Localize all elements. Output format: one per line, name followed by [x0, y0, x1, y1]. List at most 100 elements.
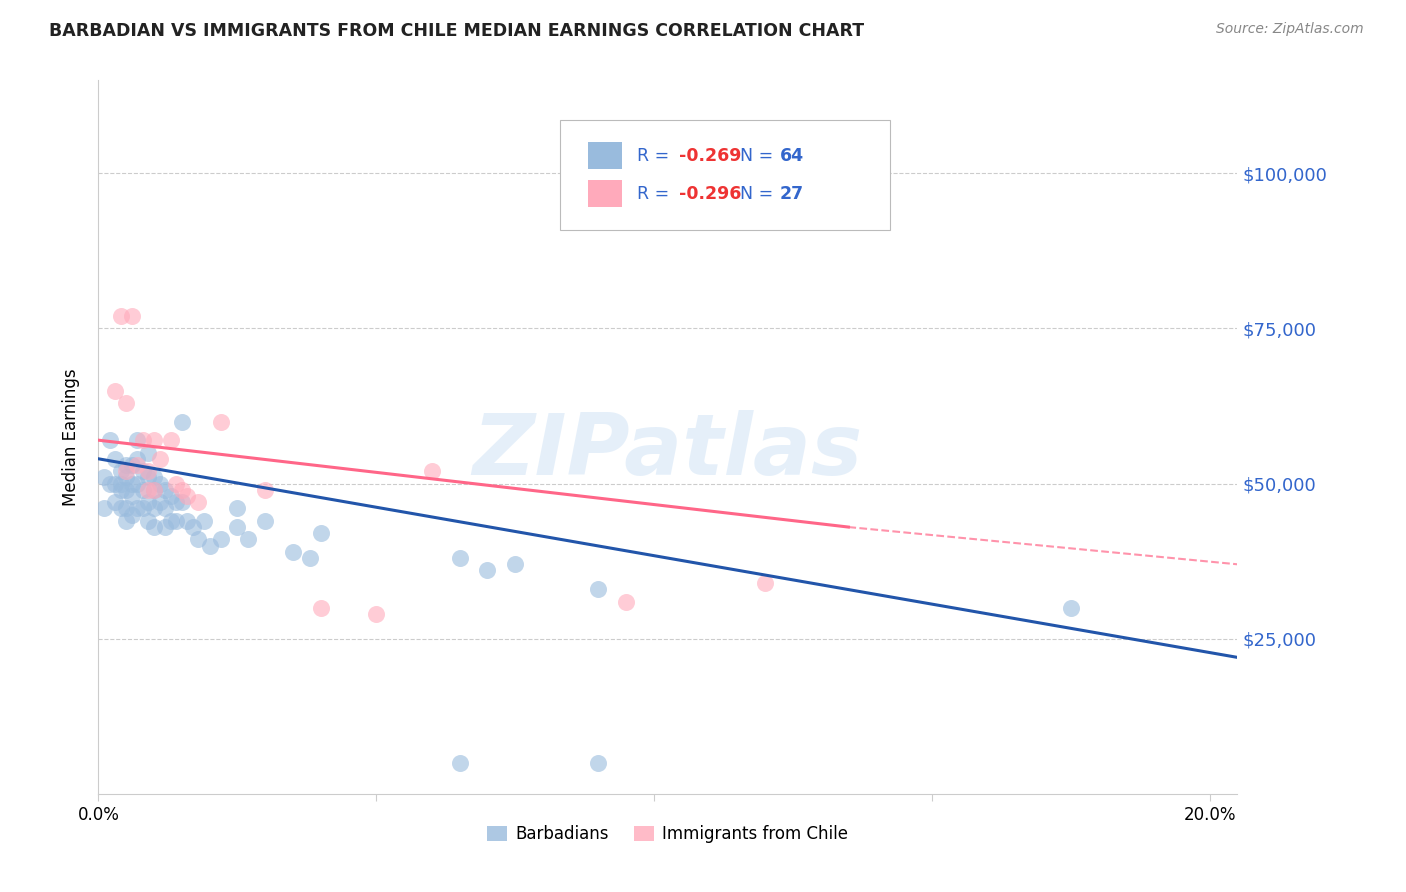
- Barbadians: [309, 526, 332, 541]
- Barbadians: [153, 501, 176, 516]
- Barbadians: [209, 533, 232, 547]
- Barbadians: [153, 520, 176, 534]
- Text: N =: N =: [740, 186, 779, 203]
- Barbadians: [170, 415, 193, 429]
- Barbadians: [298, 551, 321, 566]
- Immigrants from Chile: [143, 483, 166, 497]
- Text: R =: R =: [637, 147, 675, 165]
- Immigrants from Chile: [176, 489, 198, 503]
- Barbadians: [115, 470, 138, 484]
- Point: [588, 756, 610, 770]
- Text: -0.296: -0.296: [679, 186, 741, 203]
- Immigrants from Chile: [143, 433, 166, 447]
- Barbadians: [110, 464, 132, 478]
- Immigrants from Chile: [366, 607, 388, 621]
- Barbadians: [143, 520, 166, 534]
- Point: [449, 756, 471, 770]
- Text: -0.269: -0.269: [679, 147, 741, 165]
- Barbadians: [148, 476, 170, 491]
- Barbadians: [238, 533, 260, 547]
- Barbadians: [226, 520, 249, 534]
- Text: ZIPatlas: ZIPatlas: [472, 409, 863, 493]
- Barbadians: [503, 558, 526, 572]
- Immigrants from Chile: [170, 483, 193, 497]
- Barbadians: [132, 483, 155, 497]
- Barbadians: [159, 514, 181, 528]
- FancyBboxPatch shape: [588, 143, 623, 169]
- Barbadians: [254, 514, 277, 528]
- Barbadians: [138, 470, 160, 484]
- Barbadians: [132, 501, 155, 516]
- Barbadians: [127, 451, 149, 466]
- Barbadians: [159, 489, 181, 503]
- Immigrants from Chile: [420, 464, 443, 478]
- Barbadians: [104, 476, 127, 491]
- Barbadians: [138, 495, 160, 509]
- Immigrants from Chile: [138, 483, 160, 497]
- Barbadians: [127, 433, 149, 447]
- Barbadians: [226, 501, 249, 516]
- Immigrants from Chile: [187, 495, 209, 509]
- Text: Source: ZipAtlas.com: Source: ZipAtlas.com: [1216, 22, 1364, 37]
- Immigrants from Chile: [121, 309, 143, 323]
- Barbadians: [121, 489, 143, 503]
- Immigrants from Chile: [254, 483, 277, 497]
- Barbadians: [110, 476, 132, 491]
- Text: 27: 27: [779, 186, 804, 203]
- Y-axis label: Median Earnings: Median Earnings: [62, 368, 80, 506]
- Barbadians: [127, 476, 149, 491]
- Immigrants from Chile: [754, 575, 776, 590]
- Barbadians: [1059, 600, 1081, 615]
- Text: N =: N =: [740, 147, 779, 165]
- Immigrants from Chile: [165, 476, 187, 491]
- Barbadians: [110, 483, 132, 497]
- Barbadians: [187, 533, 209, 547]
- Barbadians: [115, 514, 138, 528]
- Barbadians: [143, 483, 166, 497]
- Legend: Barbadians, Immigrants from Chile: Barbadians, Immigrants from Chile: [481, 819, 855, 850]
- Barbadians: [153, 483, 176, 497]
- Barbadians: [181, 520, 204, 534]
- Barbadians: [132, 464, 155, 478]
- Barbadians: [121, 508, 143, 522]
- Barbadians: [115, 501, 138, 516]
- Barbadians: [165, 514, 187, 528]
- Barbadians: [121, 458, 143, 472]
- Barbadians: [127, 501, 149, 516]
- Barbadians: [138, 445, 160, 459]
- FancyBboxPatch shape: [560, 120, 890, 230]
- Immigrants from Chile: [127, 458, 149, 472]
- Barbadians: [115, 458, 138, 472]
- Barbadians: [281, 545, 304, 559]
- FancyBboxPatch shape: [588, 180, 623, 207]
- Immigrants from Chile: [115, 396, 138, 410]
- Text: 64: 64: [779, 147, 804, 165]
- Barbadians: [104, 495, 127, 509]
- Immigrants from Chile: [110, 309, 132, 323]
- Immigrants from Chile: [138, 464, 160, 478]
- Barbadians: [148, 495, 170, 509]
- Barbadians: [170, 495, 193, 509]
- Barbadians: [165, 495, 187, 509]
- Barbadians: [588, 582, 610, 596]
- Immigrants from Chile: [132, 433, 155, 447]
- Barbadians: [143, 501, 166, 516]
- Text: R =: R =: [637, 186, 675, 203]
- Immigrants from Chile: [309, 600, 332, 615]
- Immigrants from Chile: [159, 433, 181, 447]
- Barbadians: [121, 476, 143, 491]
- Barbadians: [449, 551, 471, 566]
- Barbadians: [104, 451, 127, 466]
- Barbadians: [477, 564, 499, 578]
- Barbadians: [98, 433, 121, 447]
- Barbadians: [98, 476, 121, 491]
- Barbadians: [110, 501, 132, 516]
- Immigrants from Chile: [209, 415, 232, 429]
- Text: BARBADIAN VS IMMIGRANTS FROM CHILE MEDIAN EARNINGS CORRELATION CHART: BARBADIAN VS IMMIGRANTS FROM CHILE MEDIA…: [49, 22, 865, 40]
- Barbadians: [138, 514, 160, 528]
- Barbadians: [193, 514, 215, 528]
- Barbadians: [143, 470, 166, 484]
- Immigrants from Chile: [104, 384, 127, 398]
- Immigrants from Chile: [614, 594, 637, 608]
- Barbadians: [93, 501, 115, 516]
